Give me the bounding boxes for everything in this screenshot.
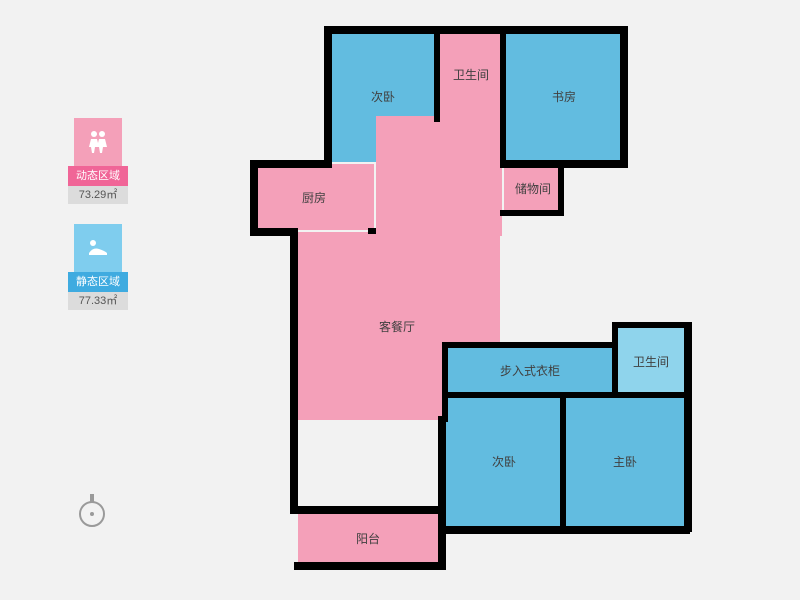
room-storage: 储物间 xyxy=(504,164,562,212)
room-kitchen: 厨房 xyxy=(254,164,374,230)
wall-segment xyxy=(684,322,692,532)
room-label-secondary-bedroom-bot: 次卧 xyxy=(492,453,516,470)
room-bathroom-top: 卫生间 xyxy=(440,30,502,118)
room-label-walkin-closet: 步入式衣柜 xyxy=(500,362,560,379)
room-balcony: 阳台 xyxy=(298,510,438,566)
room-label-kitchen: 厨房 xyxy=(302,189,326,206)
wall-segment xyxy=(500,26,506,166)
wall-segment xyxy=(438,416,446,570)
room-bathroom-right: 卫生间 xyxy=(616,326,686,396)
legend-dynamic: 动态区域 73.29㎡ xyxy=(68,118,128,204)
wall-segment xyxy=(434,26,440,122)
wall-segment xyxy=(500,210,564,216)
wall-segment xyxy=(290,506,442,514)
room-secondary-bedroom-bot: 次卧 xyxy=(446,396,562,526)
room-label-balcony: 阳台 xyxy=(356,530,380,547)
wall-segment xyxy=(558,164,564,214)
wall-segment xyxy=(442,342,618,348)
room-label-bathroom-right: 卫生间 xyxy=(633,353,669,370)
wall-segment xyxy=(612,322,618,398)
wall-segment xyxy=(294,562,442,570)
legend-static-value: 77.33㎡ xyxy=(68,292,128,310)
legend-dynamic-label: 动态区域 xyxy=(68,166,128,186)
room-walkin-closet: 步入式衣柜 xyxy=(446,346,614,394)
wall-segment xyxy=(368,228,376,234)
room-master-bedroom: 主卧 xyxy=(564,396,686,526)
wall-segment xyxy=(612,322,690,328)
wall-segment xyxy=(250,160,332,168)
room-label-storage: 储物间 xyxy=(515,180,551,197)
legend-static-label: 静态区域 xyxy=(68,272,128,292)
legend-static: 静态区域 77.33㎡ xyxy=(68,224,128,310)
compass-icon xyxy=(72,490,112,530)
room-study: 书房 xyxy=(504,30,624,162)
room-label-bathroom-top: 卫生间 xyxy=(453,66,489,83)
wall-segment xyxy=(324,26,628,34)
room-label-master-bedroom: 主卧 xyxy=(613,453,637,470)
floorplan: 次卧卫生间书房储物间厨房客餐厅步入式衣柜卫生间次卧主卧阳台 xyxy=(250,16,730,580)
wall-segment xyxy=(290,228,298,512)
room-living-upper xyxy=(376,116,502,236)
wall-segment xyxy=(250,160,258,234)
legend-panel: 动态区域 73.29㎡ 静态区域 77.33㎡ xyxy=(68,118,128,330)
wall-segment xyxy=(500,160,628,168)
rest-icon xyxy=(74,224,122,272)
wall-segment xyxy=(324,26,332,166)
room-label-study: 书房 xyxy=(552,88,576,105)
wall-segment xyxy=(442,392,690,398)
wall-segment xyxy=(560,396,566,528)
legend-dynamic-value: 73.29㎡ xyxy=(68,186,128,204)
room-label-secondary-bedroom-top: 次卧 xyxy=(371,88,395,105)
people-icon xyxy=(74,118,122,166)
room-label-living-dining: 客餐厅 xyxy=(379,318,415,335)
wall-segment xyxy=(620,26,628,166)
wall-segment xyxy=(442,342,448,422)
wall-segment xyxy=(442,526,690,534)
